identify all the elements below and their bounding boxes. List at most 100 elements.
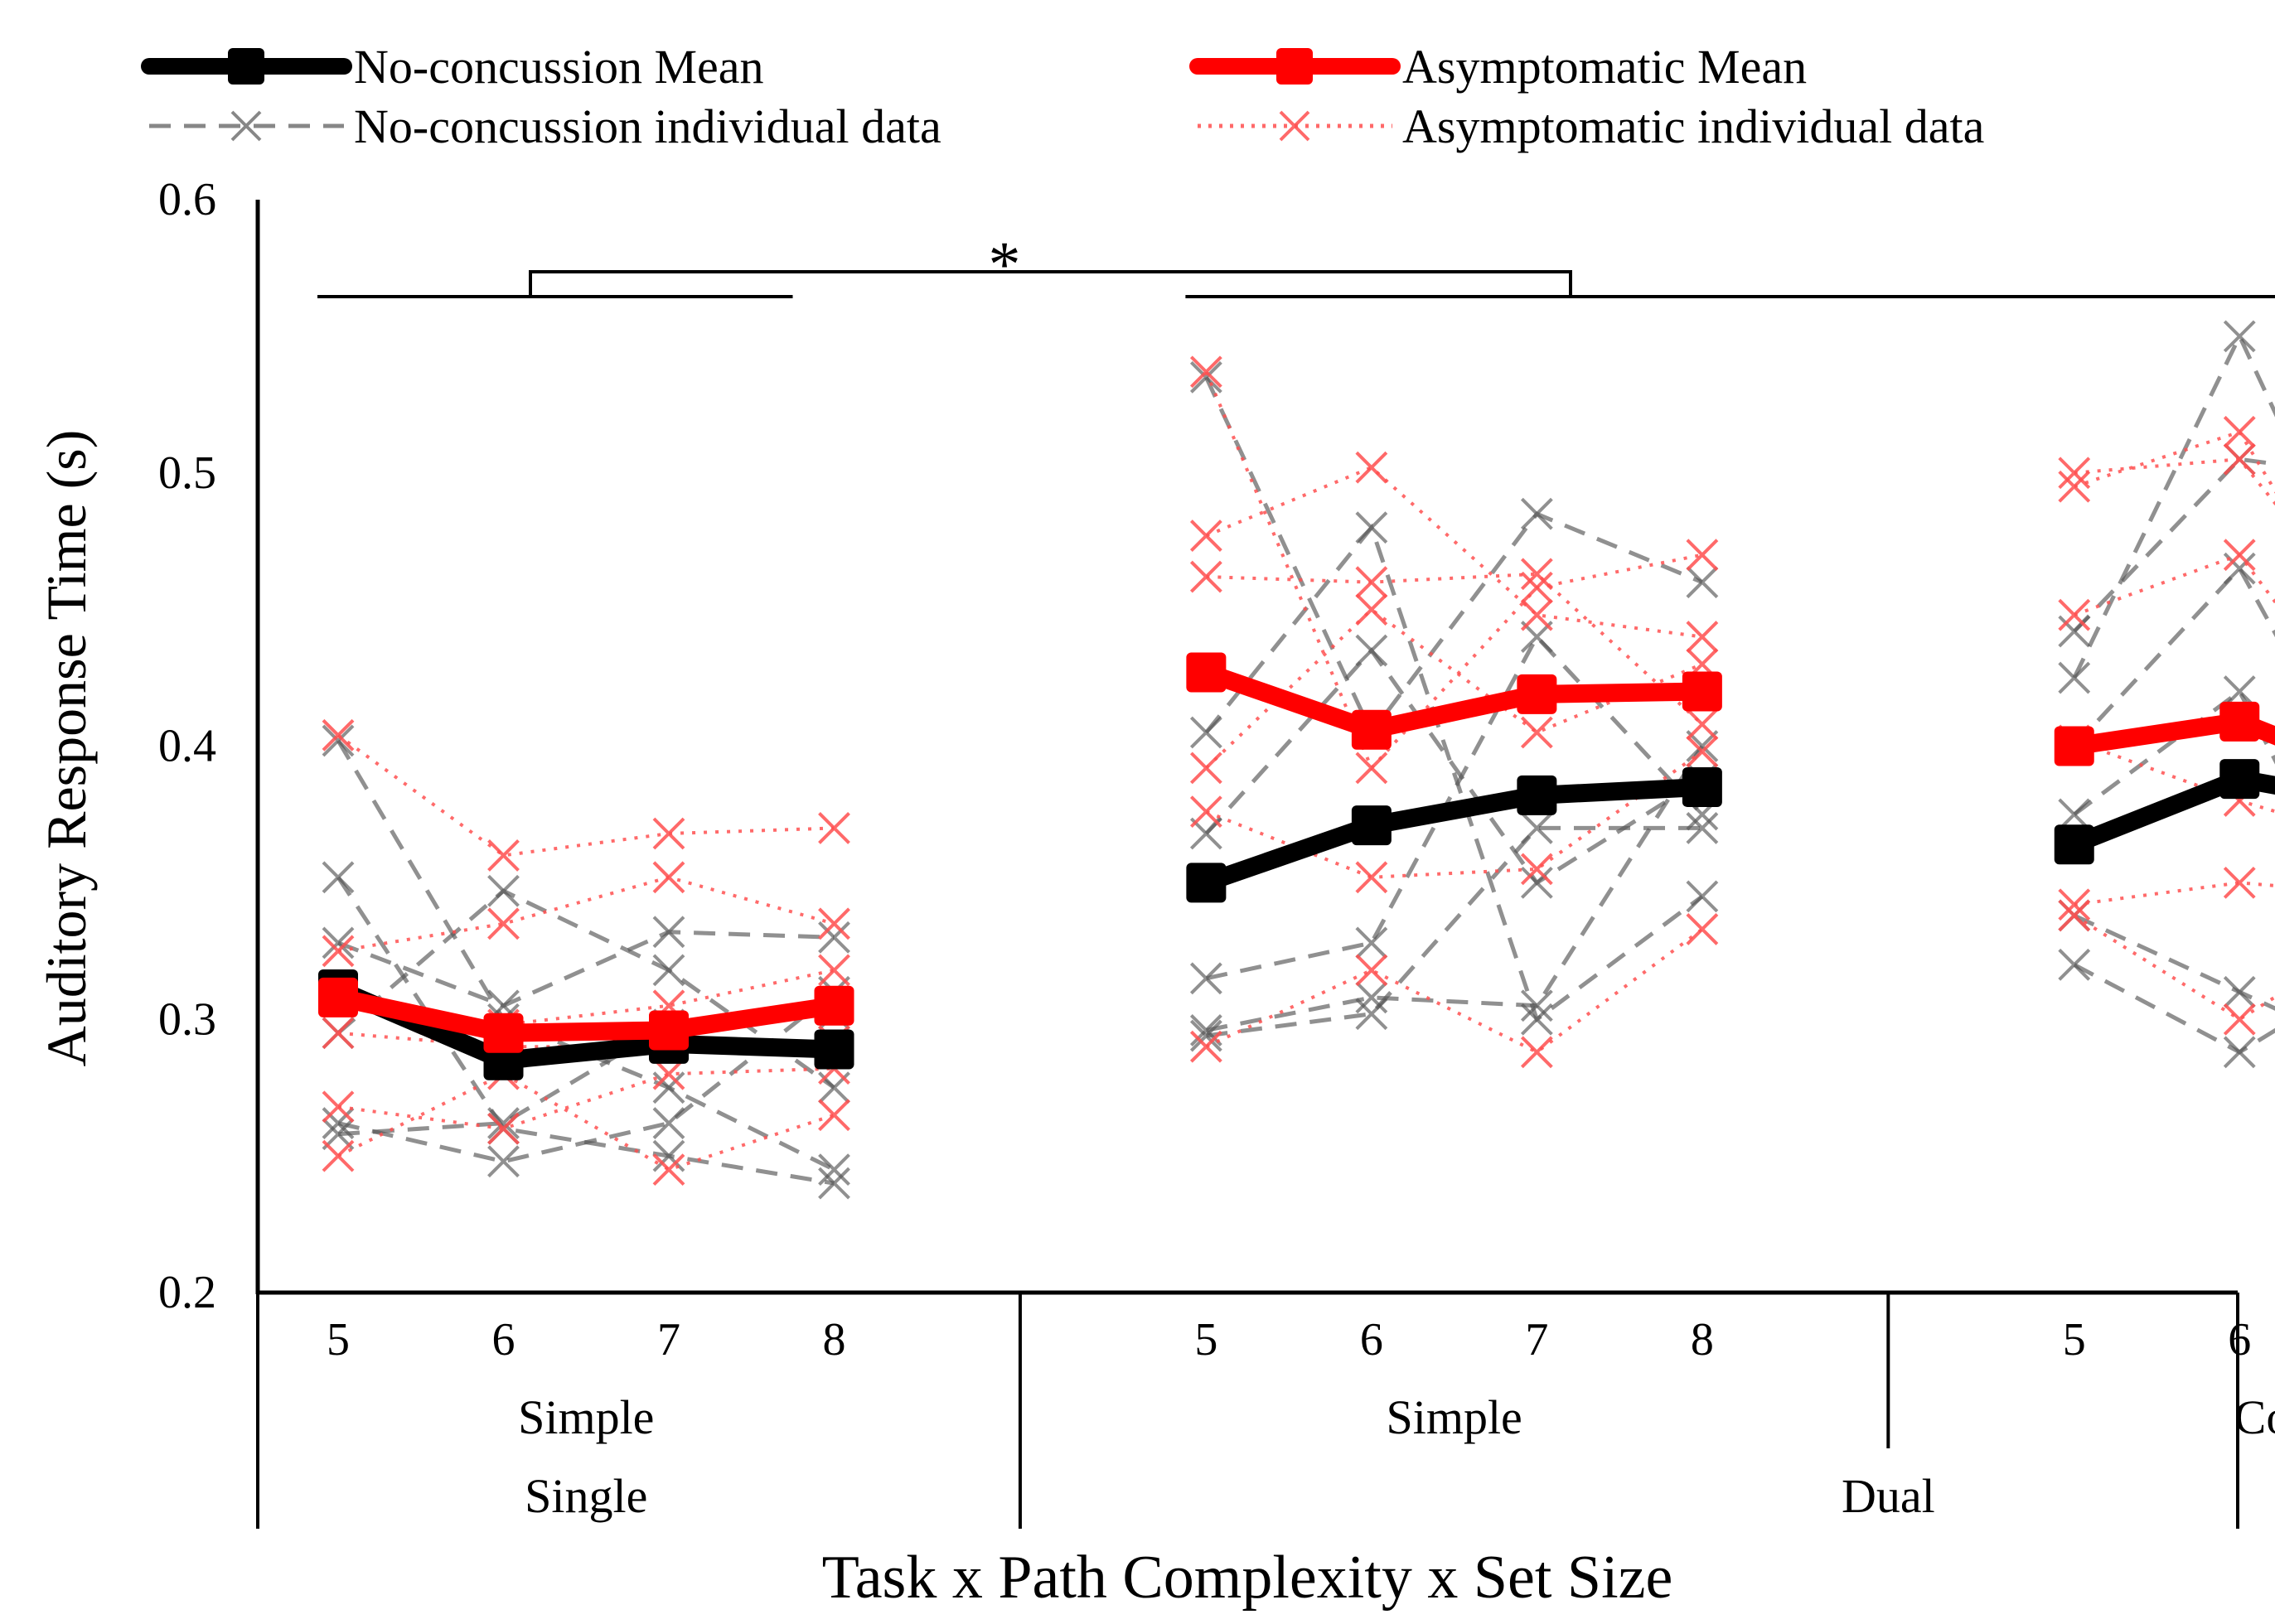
- individual-point: [1520, 558, 1553, 591]
- x-tick-label: 5: [2063, 1314, 2086, 1365]
- individual-point: [1189, 560, 1222, 593]
- individual-point: [1686, 913, 1719, 945]
- mean-point: [1517, 775, 1557, 815]
- asymptomatic-mean-series: [318, 652, 2275, 1053]
- individual-point: [1355, 634, 1388, 667]
- individual-point: [322, 926, 355, 959]
- individual-line: [2074, 881, 2275, 906]
- legend-label: No-concussion Mean: [354, 40, 764, 94]
- individual-line: [1204, 523, 1704, 1023]
- individual-point: [2058, 888, 2091, 921]
- legend-item: No-concussion Mean: [141, 40, 764, 94]
- individual-point: [2223, 1003, 2256, 1036]
- individual-line: [1205, 927, 1704, 1055]
- individual-line: [2072, 457, 2275, 633]
- individual-point: [1686, 812, 1719, 844]
- mean-point: [1351, 805, 1392, 846]
- y-tick-label: 0.3: [158, 993, 216, 1045]
- individual-point: [487, 1112, 520, 1145]
- individual-point: [2223, 675, 2256, 708]
- individual-point: [322, 1139, 355, 1172]
- individual-point: [2223, 442, 2256, 476]
- bracket-connector: [529, 270, 1572, 297]
- individual-point: [652, 954, 685, 987]
- individual-point: [2058, 615, 2091, 648]
- individual-point: [2223, 539, 2256, 572]
- mean-line: [2073, 712, 2275, 756]
- mean-point: [1186, 863, 1227, 903]
- mean-point: [1682, 766, 1722, 807]
- individual-line: [337, 1031, 835, 1049]
- individual-point: [1520, 853, 1553, 886]
- legend-label: Asymptomatic Mean: [1402, 40, 1807, 94]
- individual-point: [1686, 880, 1719, 913]
- individual-point: [1686, 566, 1719, 599]
- individual-line: [1205, 633, 1704, 981]
- individual-point: [1686, 539, 1719, 572]
- individual-point: [2058, 457, 2091, 490]
- y-tick-label: 0.4: [158, 721, 216, 772]
- mean-point: [483, 1013, 524, 1053]
- individual-line: [337, 990, 836, 1164]
- individual-point: [487, 1107, 520, 1139]
- individual-line: [336, 739, 835, 1172]
- individual-line: [2072, 331, 2275, 679]
- mean-point: [2219, 701, 2260, 742]
- individual-point: [2058, 798, 2091, 831]
- x-tick-label: 5: [1194, 1314, 1217, 1365]
- individual-point: [818, 1153, 850, 1187]
- axis-labels: 0.20.30.40.50.6567856785678SimpleSimpleC…: [35, 174, 2275, 1612]
- legend-item: No-concussion individual data: [149, 99, 941, 153]
- individual-point: [1189, 962, 1222, 995]
- individual-point: [1520, 716, 1553, 749]
- individual-point: [322, 718, 355, 752]
- asymptomatic-individual-series: [322, 355, 2275, 1187]
- individual-line: [337, 1012, 835, 1137]
- individual-line: [1205, 465, 1703, 639]
- individual-point: [2058, 948, 2091, 981]
- significance-bracket: *: [317, 228, 2275, 300]
- individual-point: [1520, 598, 1553, 631]
- x-tick-label: 8: [823, 1314, 846, 1365]
- individual-point: [2058, 899, 2091, 932]
- individual-point: [1355, 861, 1388, 894]
- individual-point: [487, 1145, 520, 1178]
- mean-point: [1682, 671, 1722, 712]
- individual-point: [322, 1017, 355, 1050]
- individual-point: [2223, 866, 2256, 899]
- mean-point: [1186, 652, 1227, 693]
- individual-point: [487, 874, 520, 907]
- legend: No-concussion Mean Asymptomatic Mean No-co…: [141, 40, 1984, 153]
- mean-line: [334, 980, 835, 1070]
- individual-point: [1355, 511, 1388, 544]
- individual-point: [1355, 998, 1388, 1031]
- individual-point: [322, 861, 355, 894]
- x-tick-label: 7: [1525, 1314, 1548, 1365]
- individual-point: [818, 907, 850, 940]
- mean-point: [814, 1029, 854, 1070]
- individual-point: [1189, 520, 1222, 553]
- individual-point: [1520, 571, 1553, 604]
- legend-marker: [228, 48, 264, 85]
- individual-line: [1205, 745, 1704, 1032]
- individual-point: [322, 935, 355, 968]
- individual-point: [2058, 661, 2091, 694]
- individual-point: [2223, 415, 2256, 448]
- y-tick-label: 0.5: [158, 447, 216, 499]
- x-tick-label: 6: [2228, 1314, 2251, 1365]
- x-tick-label: 6: [1360, 1314, 1383, 1365]
- individual-point: [1355, 926, 1388, 959]
- individual-point: [652, 1107, 685, 1139]
- individual-point: [652, 916, 685, 949]
- legend-item: Asymptomatic Mean: [1189, 40, 1807, 94]
- legend-item: Asymptomatic individual data: [1198, 99, 1984, 153]
- individual-point: [1355, 451, 1388, 484]
- individual-point: [322, 724, 355, 757]
- no-concussion-individual-series: [322, 320, 2275, 1200]
- individual-point: [652, 817, 685, 850]
- individual-point: [1189, 355, 1222, 389]
- legend-label: No-concussion individual data: [354, 99, 941, 153]
- individual-point: [1189, 1014, 1222, 1046]
- individual-point: [1520, 812, 1553, 844]
